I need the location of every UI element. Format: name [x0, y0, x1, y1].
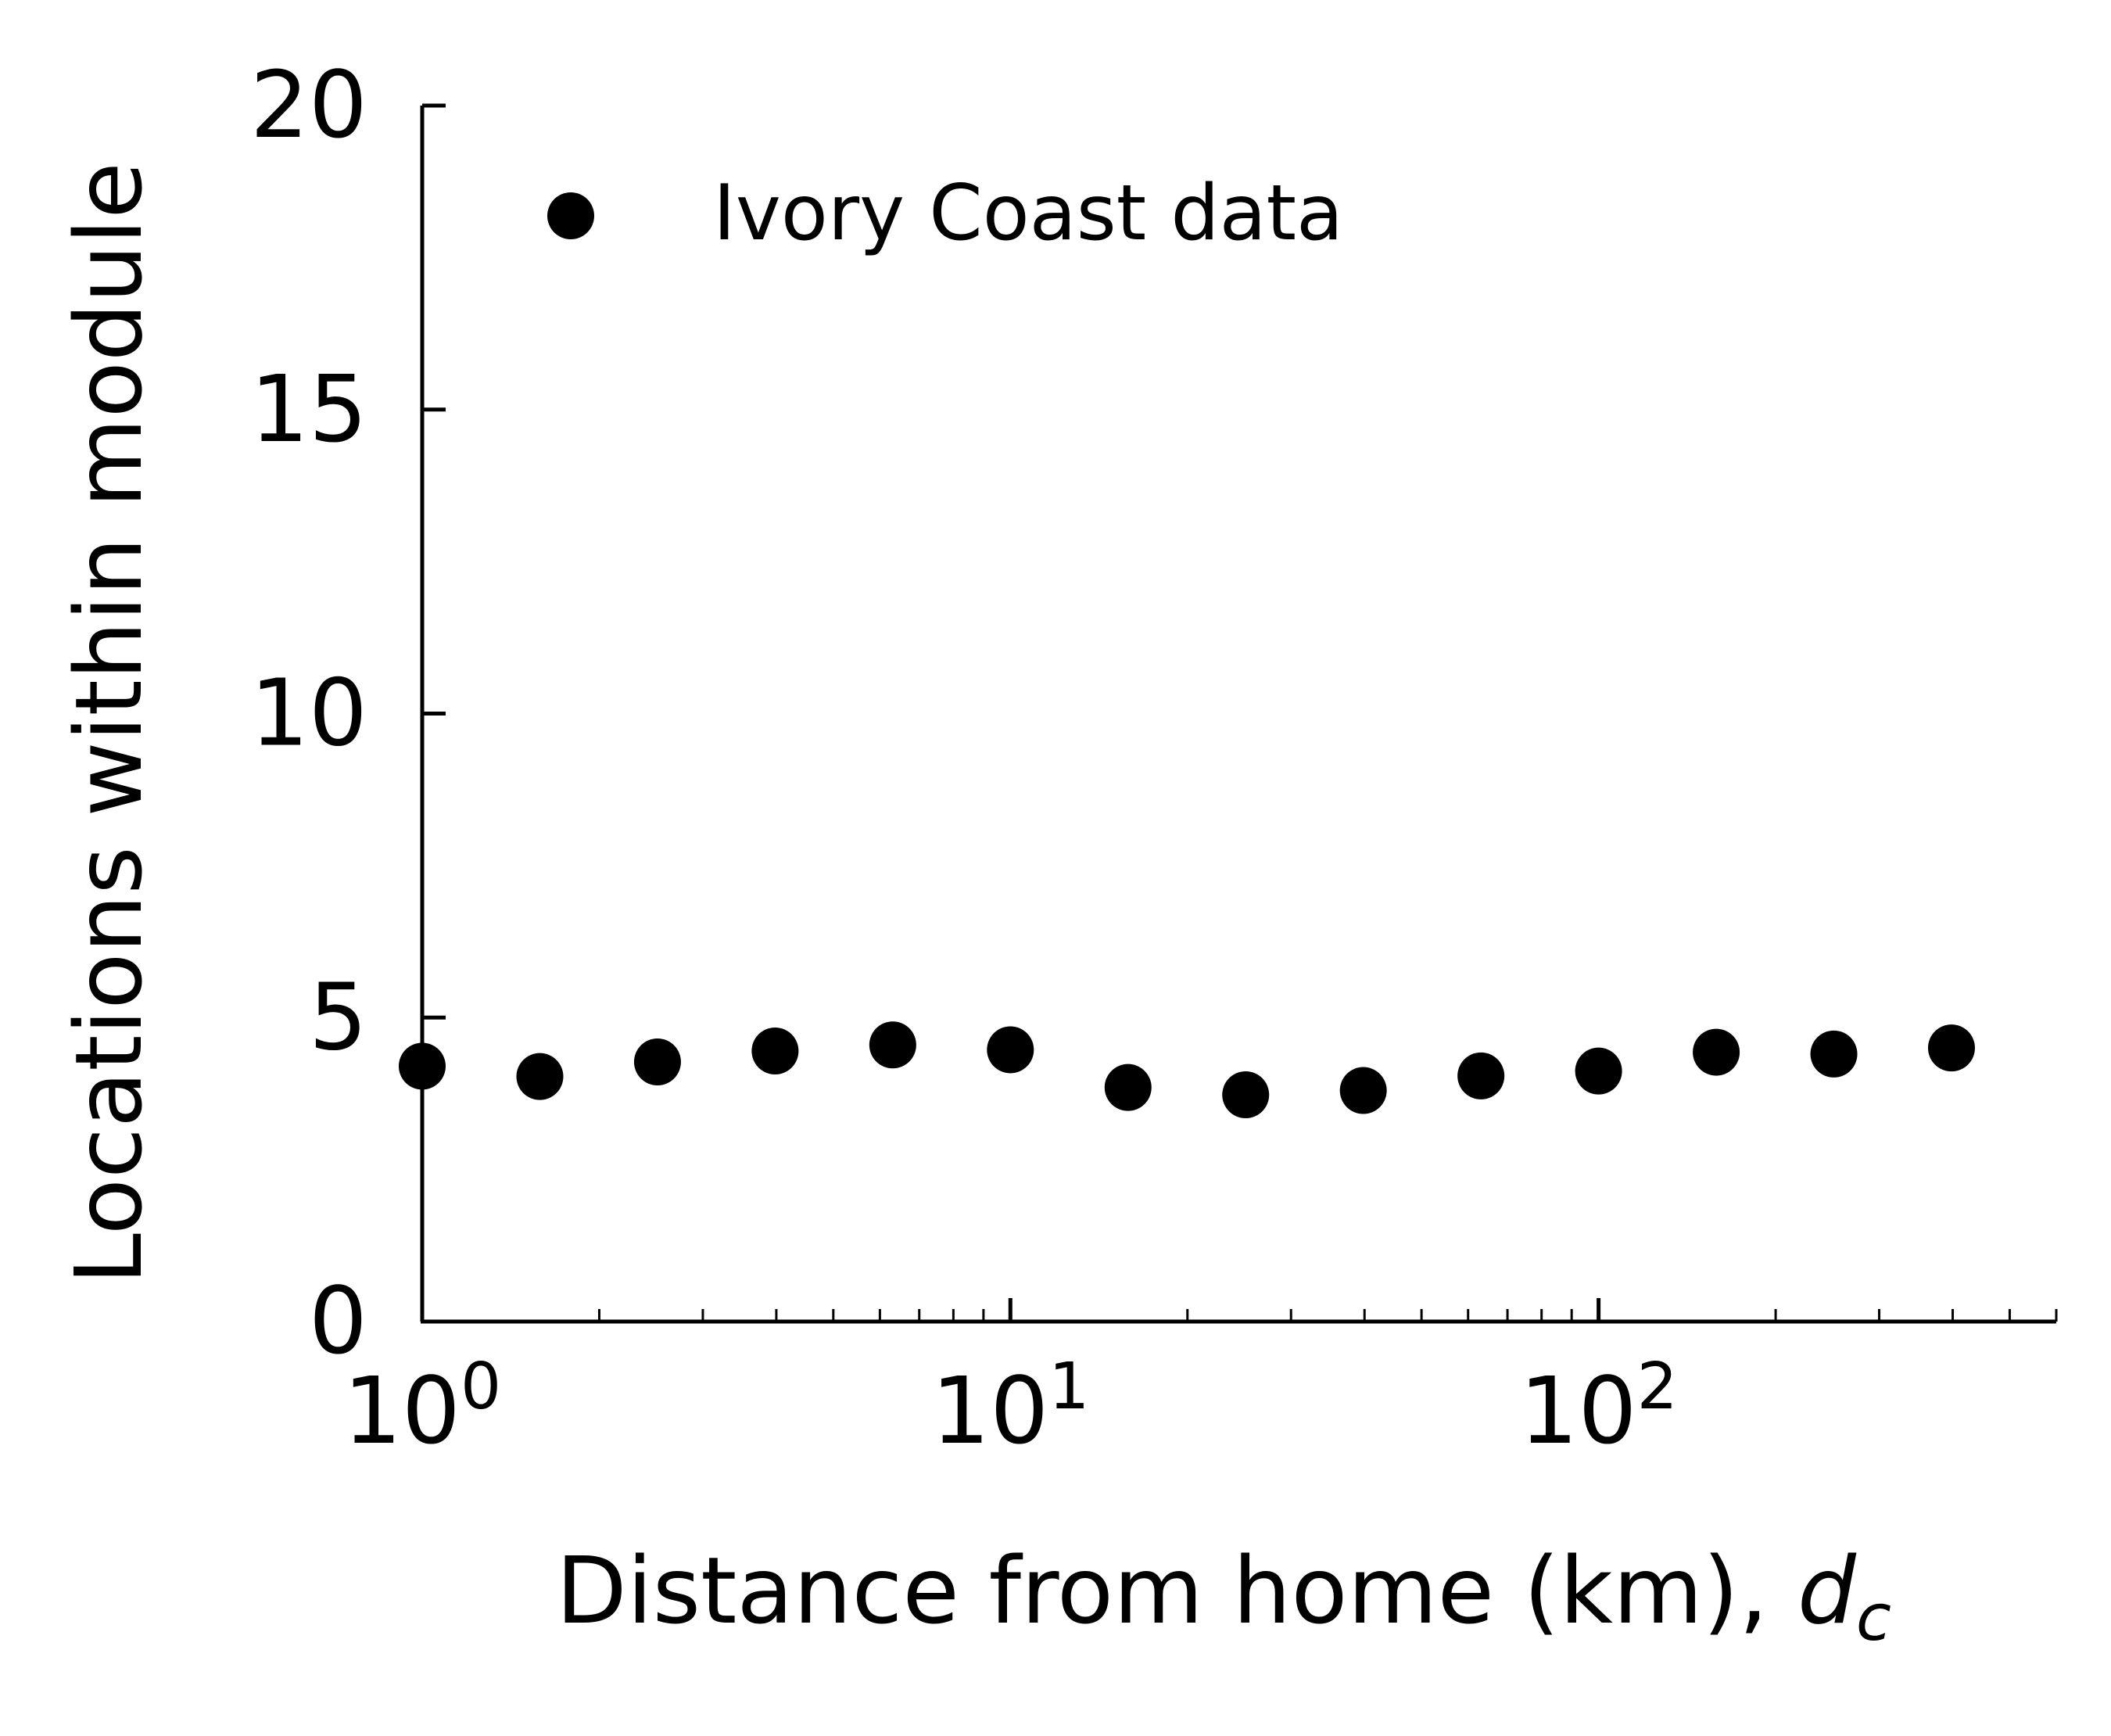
data-point — [1927, 1024, 1975, 1072]
data-point — [1457, 1052, 1505, 1099]
y-tick-label: 5 — [309, 963, 367, 1071]
data-point — [987, 1026, 1034, 1074]
legend-label: Ivory Coast data — [713, 169, 1343, 258]
data-point — [1222, 1071, 1270, 1118]
x-axis-label: Distance from home (km), dc — [556, 1537, 1891, 1655]
y-tick-label: 0 — [309, 1267, 367, 1375]
legend: Ivory Coast data — [547, 169, 1343, 258]
legend-marker — [547, 192, 594, 239]
data-point — [516, 1053, 564, 1100]
data-point — [1693, 1028, 1740, 1076]
x-tick-label: 100 — [343, 1350, 501, 1465]
data-point — [399, 1042, 446, 1090]
data-point — [1810, 1030, 1858, 1078]
x-tick-label: 101 — [931, 1350, 1089, 1465]
data-point — [1104, 1063, 1152, 1111]
axes — [420, 106, 2056, 1324]
data-point — [1339, 1067, 1387, 1114]
y-tick-label: 20 — [250, 51, 367, 159]
y-tick-label: 15 — [250, 355, 367, 463]
data-point — [869, 1021, 916, 1069]
x-tick-label: 102 — [1519, 1350, 1677, 1465]
data-point — [1575, 1047, 1622, 1095]
y-axis-label: Locations within module — [55, 162, 163, 1285]
data-point — [751, 1028, 799, 1075]
data-points — [399, 1021, 1975, 1118]
ticks: 0 5 10 15 20 100 101 102 — [250, 51, 2058, 1465]
data-point — [633, 1038, 681, 1086]
y-tick-label: 10 — [250, 659, 367, 767]
